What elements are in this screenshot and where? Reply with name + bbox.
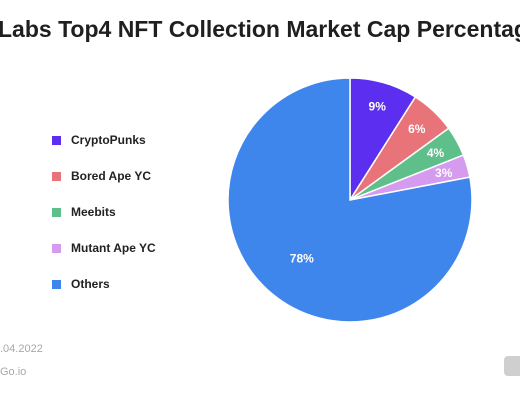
slice-data-label-0: 9% <box>369 99 387 113</box>
slice-data-label-1: 6% <box>408 122 426 136</box>
legend-item-0: CryptoPunks <box>52 122 156 158</box>
brand-logo-icon <box>504 356 520 376</box>
legend-swatch <box>52 279 61 289</box>
legend-item-2: Meebits <box>52 194 156 230</box>
legend-item-3: Mutant Ape YC <box>52 230 156 266</box>
legend-item-1: Bored Ape YC <box>52 158 156 194</box>
slice-data-label-3: 3% <box>435 166 453 180</box>
legend-swatch <box>52 135 61 145</box>
legend-label: Others <box>71 277 110 291</box>
legend-label: Mutant Ape YC <box>71 241 156 255</box>
pie-slice-4 <box>227 77 473 323</box>
legend-swatch <box>52 243 61 253</box>
legend-label: CryptoPunks <box>71 133 146 147</box>
legend-label: Bored Ape YC <box>71 169 152 183</box>
chart-title: Labs Top4 NFT Collection Market Cap Perc… <box>0 16 520 42</box>
legend-swatch <box>52 207 61 217</box>
footer-date: .04.2022 <box>0 343 43 355</box>
chart-legend: CryptoPunks Bored Ape YC Meebits Mutant Ape… <box>52 122 156 302</box>
legend-item-4: Others <box>52 266 156 302</box>
footer-source: Go.io <box>0 366 27 378</box>
slice-data-label-4: 78% <box>290 251 314 265</box>
legend-swatch <box>52 171 61 181</box>
slice-data-label-2: 4% <box>427 146 445 160</box>
legend-label: Meebits <box>71 205 116 219</box>
